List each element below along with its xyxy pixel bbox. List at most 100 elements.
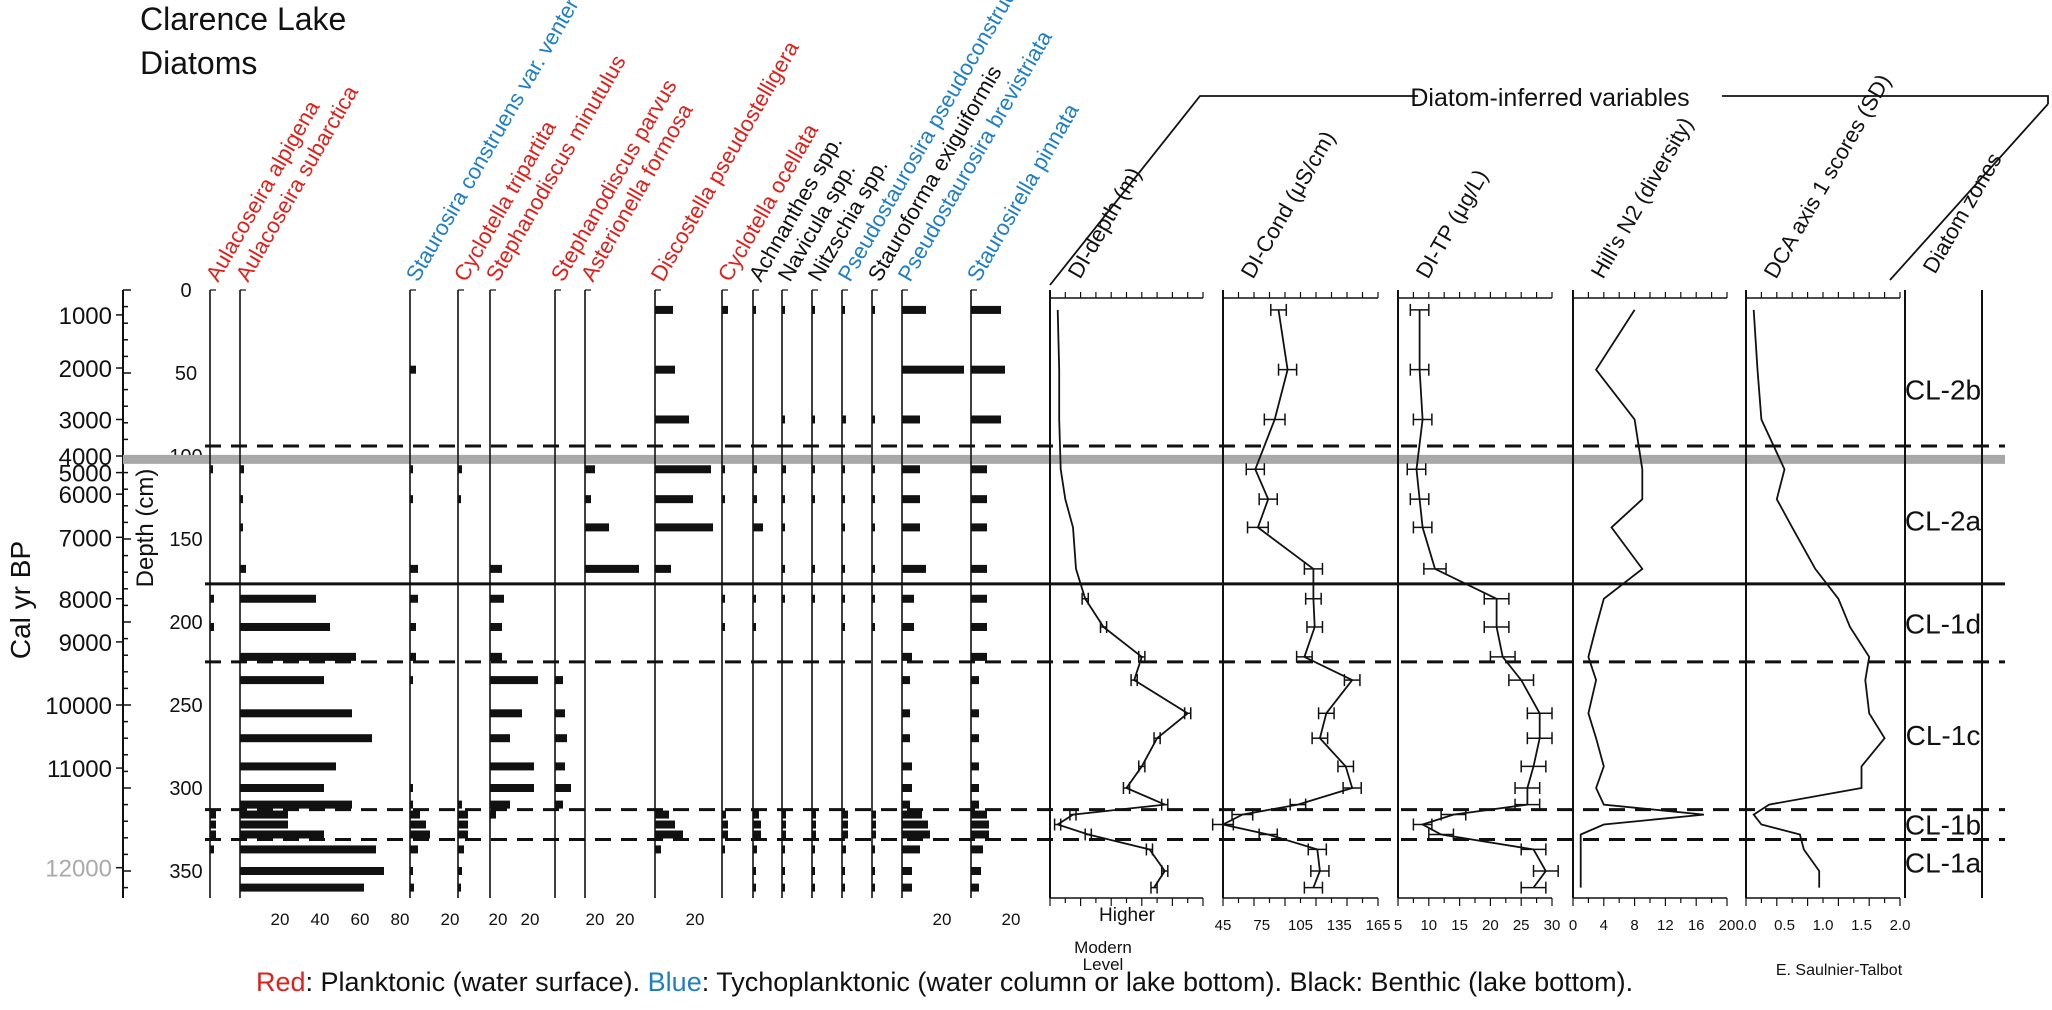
taxon-bar bbox=[722, 810, 726, 819]
taxon-bar bbox=[782, 830, 786, 839]
taxon-bar bbox=[210, 830, 216, 839]
taxon-bar bbox=[555, 762, 565, 771]
zone-label: CL-1b bbox=[1905, 810, 1981, 841]
taxon-bar bbox=[842, 415, 846, 424]
percent-tick-label: 20 bbox=[586, 910, 605, 929]
taxon-bar bbox=[902, 820, 928, 829]
depth-tick-label: 300 bbox=[169, 778, 202, 800]
taxon-bar bbox=[902, 762, 912, 771]
cal-axis-label: Cal yr BP bbox=[5, 541, 36, 659]
taxon-bar bbox=[971, 734, 979, 743]
taxon-bar bbox=[842, 867, 845, 875]
taxon-bar bbox=[490, 709, 522, 718]
taxon-bar bbox=[971, 365, 1005, 374]
zone-label: CL-2b bbox=[1905, 375, 1981, 406]
taxon-bar bbox=[410, 800, 413, 809]
taxon-bar bbox=[585, 465, 595, 474]
taxon-bar bbox=[240, 523, 243, 532]
taxon-bar bbox=[872, 810, 876, 819]
taxon-bar bbox=[902, 365, 964, 374]
cal-tick-label: 7000 bbox=[59, 525, 112, 552]
taxon-bar bbox=[902, 523, 920, 532]
taxon-bar bbox=[971, 465, 987, 474]
taxon-bar bbox=[490, 800, 510, 809]
taxon-bar bbox=[410, 810, 420, 819]
taxon-bar bbox=[458, 820, 468, 829]
inferred-label: DI-Cond (μS/cm) bbox=[1236, 127, 1340, 283]
taxon-bar bbox=[753, 465, 757, 474]
header-bracket-right bbox=[1722, 95, 2049, 104]
inferred-curve bbox=[1579, 309, 1704, 888]
taxon-bar bbox=[812, 305, 815, 314]
taxon-bar bbox=[902, 495, 920, 504]
taxon-bar bbox=[971, 784, 979, 792]
taxon-bar bbox=[842, 305, 845, 314]
cal-tick-label: 12000 bbox=[45, 856, 112, 883]
depth-tick-label: 200 bbox=[169, 612, 202, 634]
depth-tick-label: 150 bbox=[169, 529, 202, 551]
taxon-bar bbox=[872, 495, 875, 504]
depth-tick-label: 50 bbox=[175, 363, 197, 385]
percent-tick-label: 20 bbox=[271, 910, 290, 929]
inferred-tick-label: 16 bbox=[1688, 917, 1705, 934]
legend-text-red: : Planktonic (water surface). bbox=[306, 967, 648, 997]
percent-tick-label: 20 bbox=[1002, 910, 1021, 929]
taxon-bar bbox=[842, 622, 845, 631]
inferred-curve bbox=[1220, 309, 1354, 888]
taxon-bar bbox=[240, 883, 364, 892]
taxon-bar bbox=[902, 594, 914, 603]
taxon-bar bbox=[585, 564, 639, 573]
inferred-tick-label: 5 bbox=[1394, 917, 1402, 934]
taxon-bar bbox=[458, 867, 462, 875]
inferred-curve bbox=[1415, 309, 1547, 889]
taxon-bar bbox=[458, 810, 468, 819]
percent-tick-label: 20 bbox=[686, 910, 705, 929]
taxon-bar bbox=[240, 784, 324, 792]
taxon-bar bbox=[782, 845, 785, 854]
zone-label: CL-1d bbox=[1905, 609, 1981, 640]
taxon-bar bbox=[842, 594, 845, 603]
taxon-bar bbox=[410, 883, 414, 892]
taxon-bar bbox=[971, 810, 987, 819]
taxon-bar bbox=[872, 305, 875, 314]
taxon-bar bbox=[210, 810, 216, 819]
inferred-header-label: Diatom-inferred variables bbox=[1410, 84, 1689, 112]
taxon-bar bbox=[240, 652, 356, 661]
taxon-bar bbox=[555, 734, 567, 743]
taxon-bar bbox=[490, 594, 504, 603]
taxon-bar bbox=[812, 867, 815, 875]
taxon-bar bbox=[410, 845, 418, 854]
taxon-bar bbox=[490, 652, 502, 661]
taxon-bar bbox=[240, 622, 330, 631]
taxon-bar bbox=[842, 465, 845, 474]
taxon-bar bbox=[210, 465, 213, 474]
taxon-bar bbox=[971, 883, 979, 892]
taxon-bar bbox=[971, 800, 979, 809]
taxon-bar bbox=[842, 810, 848, 819]
inferred-tick-label: 15 bbox=[1451, 917, 1468, 934]
taxon-bar bbox=[971, 523, 987, 532]
taxon-bar bbox=[872, 622, 875, 631]
taxon-bar bbox=[971, 867, 981, 875]
taxon-bar bbox=[971, 622, 987, 631]
taxon-bar bbox=[240, 762, 336, 771]
taxon-bar bbox=[585, 495, 591, 504]
taxon-bar bbox=[812, 495, 815, 504]
taxon-bar bbox=[490, 734, 510, 743]
depth-tick-label: 250 bbox=[169, 695, 202, 717]
taxon-bar bbox=[971, 594, 987, 603]
legend-text-blue: : Tychoplanktonic (water column or lake … bbox=[702, 967, 1290, 997]
cal-tick-label: 3000 bbox=[59, 407, 112, 434]
chart-title-line2: Diatoms bbox=[140, 45, 257, 81]
taxon-bar bbox=[812, 594, 815, 603]
cal-tick-label: 5000 bbox=[59, 461, 112, 488]
inferred-tick-label: 20 bbox=[1719, 917, 1736, 934]
taxon-bar bbox=[782, 810, 786, 819]
inferred-tick-label: 105 bbox=[1288, 917, 1313, 934]
taxon-bar bbox=[458, 495, 461, 504]
taxon-bar bbox=[753, 845, 757, 854]
taxon-bar bbox=[971, 676, 979, 685]
taxon-bar bbox=[410, 622, 416, 631]
taxon-bar bbox=[410, 867, 413, 875]
taxon-bar bbox=[812, 830, 816, 839]
